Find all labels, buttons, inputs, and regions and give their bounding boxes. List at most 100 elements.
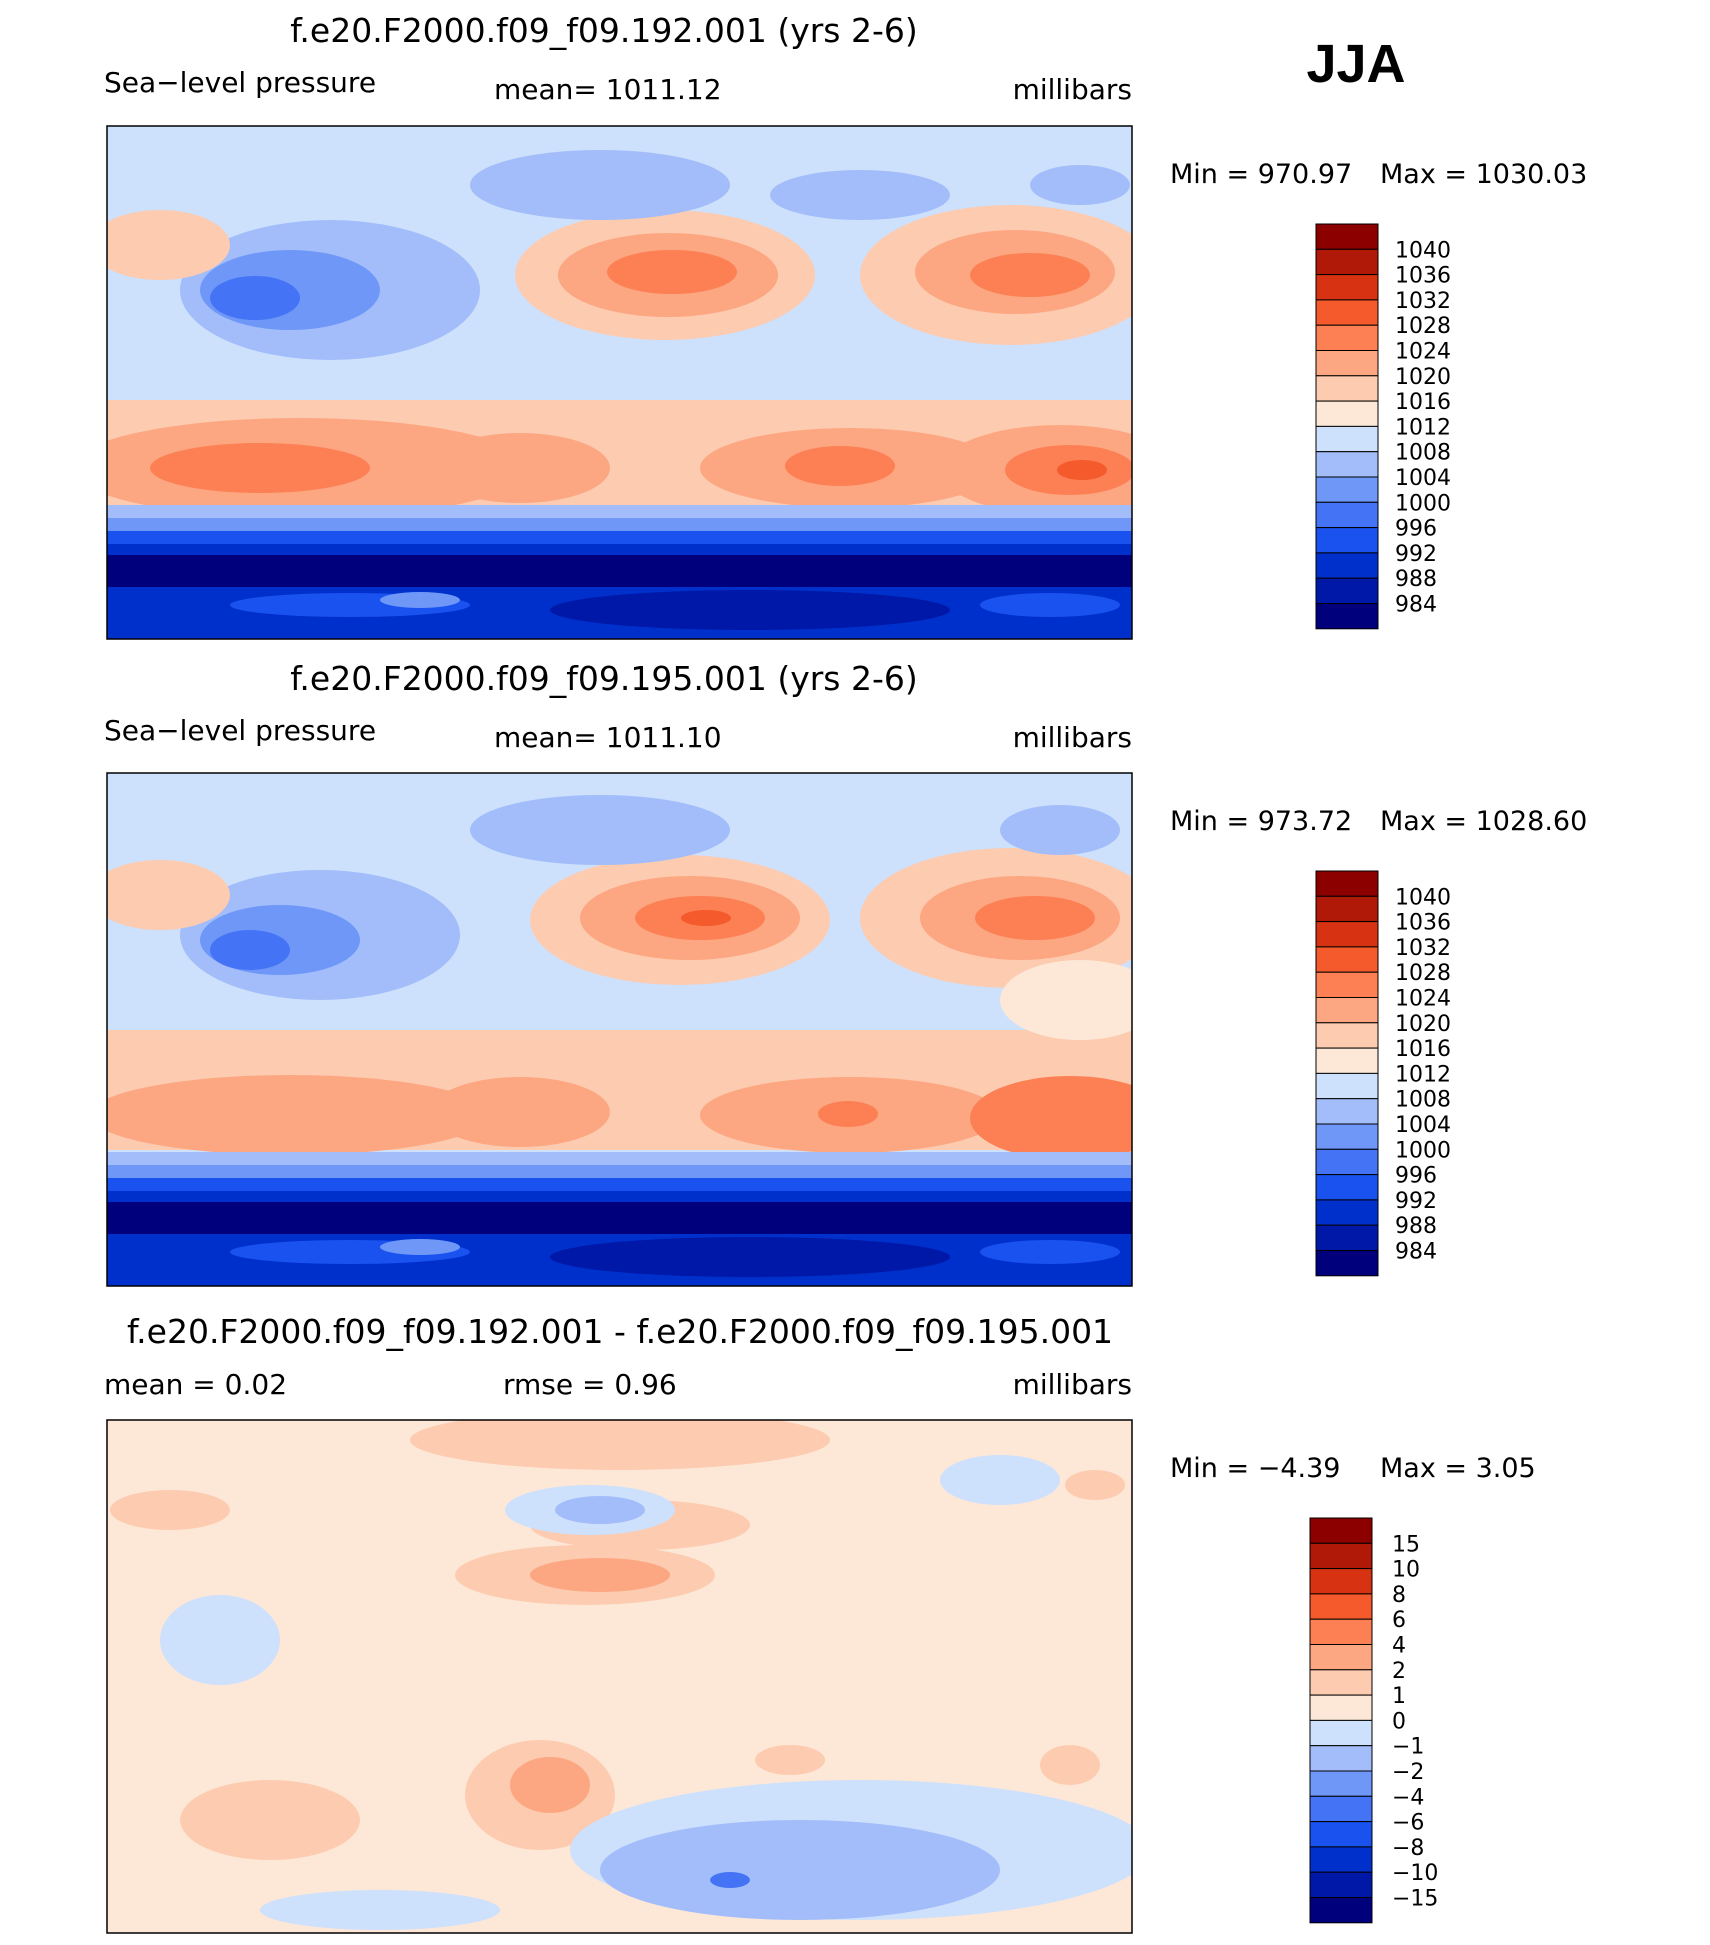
colorbar-3-box: [1309, 1719, 1373, 1747]
panel-1-center-label: mean= 1011.12: [494, 73, 722, 106]
colorbar-1-box: [1315, 223, 1379, 250]
colorbar-3-box: [1309, 1517, 1373, 1544]
colorbar-1-box: [1315, 375, 1379, 402]
panel-2-colorbar: 1040103610321028102410201016101210081004…: [1315, 870, 1451, 1277]
colorbar-2-level-label: 1040: [1395, 885, 1451, 910]
colorbar-2-box: [1315, 971, 1379, 999]
panel-1-frame: [106, 125, 1133, 640]
panel-1-title: f.e20.F2000.f09_f09.192.001 (yrs 2-6): [290, 11, 918, 50]
colorbar-1-box: [1315, 603, 1379, 630]
panel-1-right-label: millibars: [1013, 73, 1132, 106]
colorbar-3-level-label: −8: [1392, 1836, 1424, 1861]
panel-3-title: f.e20.F2000.f09_f09.192.001 - f.e20.F200…: [127, 1312, 1113, 1351]
panel-3-left-label: mean = 0.02: [104, 1368, 287, 1401]
colorbar-2-level-label: 1028: [1395, 961, 1451, 986]
panel-2-center-label: mean= 1011.10: [494, 721, 722, 754]
panel-1-left-label: Sea−level pressure: [104, 66, 376, 99]
colorbar-1-level-label: 988: [1395, 567, 1437, 592]
colorbar-3-level-label: −6: [1392, 1811, 1424, 1836]
colorbar-3-level-label: −2: [1392, 1760, 1424, 1785]
colorbar-2-box: [1315, 895, 1379, 923]
colorbar-3-level-label: 15: [1392, 1532, 1420, 1557]
colorbar-1-level-label: 984: [1395, 593, 1437, 618]
colorbar-1-box: [1315, 577, 1379, 605]
panel-3: f.e20.F2000.f09_f09.192.001 - f.e20.F200…: [104, 1312, 1536, 1934]
panel-3-frame: [106, 1419, 1133, 1934]
colorbar-3-box: [1309, 1593, 1373, 1620]
colorbar-1-level-label: 996: [1395, 517, 1437, 542]
panel-3-max-label: Max = 3.05: [1380, 1453, 1536, 1484]
colorbar-2-box: [1315, 1174, 1379, 1201]
colorbar-3-level-label: −10: [1392, 1861, 1438, 1886]
colorbar-1-box: [1315, 451, 1379, 478]
panel-2-min-label: Min = 973.72: [1170, 806, 1352, 837]
panel-2-frame: [106, 772, 1133, 1287]
colorbar-3-box: [1309, 1644, 1373, 1671]
colorbar-1-level-label: 1036: [1395, 264, 1451, 289]
colorbar-1-level-label: 1016: [1395, 390, 1451, 415]
colorbar-2-box: [1315, 1224, 1379, 1251]
colorbar-3-box: [1309, 1745, 1373, 1772]
colorbar-1-box: [1315, 299, 1379, 326]
colorbar-1-level-label: 1012: [1395, 415, 1451, 440]
colorbar-3-box: [1309, 1795, 1373, 1823]
colorbar-1-level-label: 1032: [1395, 289, 1451, 314]
colorbar-3-box: [1309, 1694, 1373, 1721]
colorbar-2-box: [1315, 997, 1379, 1024]
colorbar-3-level-label: 0: [1392, 1709, 1406, 1734]
colorbar-2-level-label: 984: [1395, 1240, 1437, 1265]
colorbar-1-box: [1315, 476, 1379, 503]
colorbar-2-level-label: 1000: [1395, 1138, 1451, 1163]
panel-2: f.e20.F2000.f09_f09.195.001 (yrs 2-6) Se…: [104, 659, 1587, 1287]
colorbar-1-box: [1315, 274, 1379, 301]
colorbar-3-box: [1309, 1846, 1373, 1873]
colorbar-3-box: [1309, 1821, 1373, 1848]
colorbar-3-level-label: 1: [1392, 1684, 1406, 1709]
colorbar-1-level-label: 1028: [1395, 314, 1451, 339]
panel-1: f.e20.F2000.f09_f09.192.001 (yrs 2-6) Se…: [104, 11, 1587, 640]
colorbar-3-box: [1309, 1618, 1373, 1645]
panel-3-map: [107, 1420, 1132, 1933]
colorbar-1-level-label: 1040: [1395, 238, 1451, 263]
colorbar-3-level-label: 6: [1392, 1608, 1406, 1633]
panel-3-right-label: millibars: [1013, 1368, 1132, 1401]
colorbar-1-box: [1315, 324, 1379, 352]
colorbar-1-level-label: 1000: [1395, 491, 1451, 516]
colorbar-2-level-label: 1016: [1395, 1037, 1451, 1062]
colorbar-2-box: [1315, 946, 1379, 973]
colorbar-2-level-label: 1008: [1395, 1088, 1451, 1113]
colorbar-2-level-label: 1012: [1395, 1062, 1451, 1087]
colorbar-3-level-label: 10: [1392, 1558, 1420, 1583]
colorbar-1-level-label: 992: [1395, 542, 1437, 567]
colorbar-3-level-label: −4: [1392, 1785, 1424, 1810]
colorbar-2-level-label: 988: [1395, 1214, 1437, 1239]
panel-2-title: f.e20.F2000.f09_f09.195.001 (yrs 2-6): [290, 659, 918, 698]
colorbar-3-level-label: −1: [1392, 1735, 1424, 1760]
colorbar-1-box: [1315, 552, 1379, 579]
colorbar-3-level-label: 2: [1392, 1659, 1406, 1684]
colorbar-2-box: [1315, 1022, 1379, 1049]
panel-2-max-label: Max = 1028.60: [1380, 806, 1587, 837]
colorbar-2-level-label: 1004: [1395, 1113, 1451, 1138]
colorbar-2-box: [1315, 1148, 1379, 1176]
colorbar-1-box: [1315, 350, 1379, 377]
colorbar-2-level-label: 992: [1395, 1189, 1437, 1214]
panel-2-map: [107, 773, 1132, 1286]
colorbar-2-box: [1315, 1250, 1379, 1277]
colorbar-3-box: [1309, 1669, 1373, 1696]
colorbar-1-level-label: 1024: [1395, 340, 1451, 365]
colorbar-1-level-label: 1008: [1395, 441, 1451, 466]
colorbar-1-box: [1315, 501, 1379, 529]
colorbar-1-level-label: 1020: [1395, 365, 1451, 390]
colorbar-2-box: [1315, 921, 1379, 948]
colorbar-3-box: [1309, 1871, 1373, 1898]
colorbar-3-box: [1309, 1542, 1373, 1570]
colorbar-2-box: [1315, 1098, 1379, 1125]
colorbar-1-box: [1315, 527, 1379, 554]
panel-1-max-label: Max = 1030.03: [1380, 159, 1587, 190]
colorbar-3-level-label: −15: [1392, 1887, 1438, 1912]
colorbar-3-box: [1309, 1770, 1373, 1797]
colorbar-2-level-label: 996: [1395, 1164, 1437, 1189]
